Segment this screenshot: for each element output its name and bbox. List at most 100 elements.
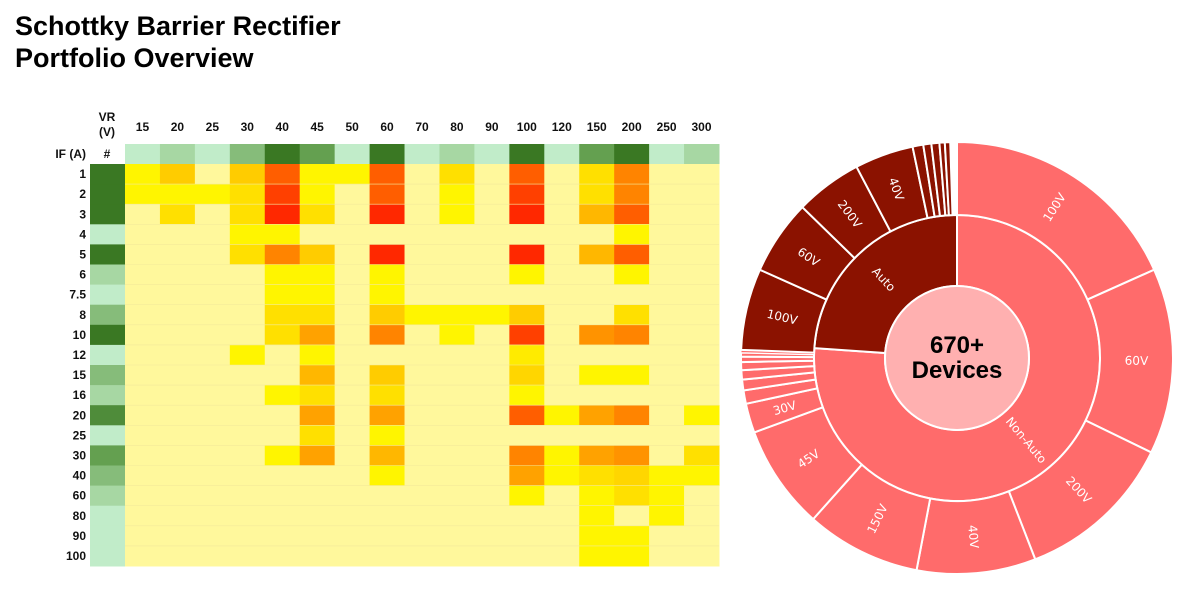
heatmap-cell (229, 264, 266, 286)
heatmap-cell (439, 525, 475, 547)
heatmap-cell (159, 545, 196, 567)
heatmap-cell (159, 244, 196, 265)
heatmap-cell (684, 385, 720, 406)
heatmap-cell (614, 405, 650, 426)
heatmap-cell (159, 365, 196, 386)
heatmap-cell (229, 405, 266, 426)
heatmap-cell (194, 264, 231, 286)
heatmap-cell (439, 425, 475, 446)
heatmap-cell (614, 465, 650, 487)
heatmap-cell (369, 525, 406, 547)
heatmap-cell (264, 284, 301, 306)
heatmap-cell (509, 344, 545, 366)
heatmap-cell (509, 465, 545, 487)
heatmap-cell (229, 425, 266, 446)
heatmap-cell (474, 505, 510, 527)
heatmap-cell (439, 505, 475, 527)
heatmap-cell (404, 465, 440, 487)
heatmap-cell (579, 284, 615, 306)
vr-label-line1: VR (99, 110, 116, 124)
heatmap-cell (404, 545, 440, 567)
heatmap-cell (159, 445, 196, 466)
heatmap-cell (649, 385, 685, 406)
row-label: 12 (73, 348, 87, 362)
row-label: 40 (73, 469, 87, 483)
heatmap-cell (544, 164, 580, 185)
heatmap-cell (439, 164, 475, 185)
heatmap-cell (579, 184, 615, 205)
column-label: 300 (692, 120, 712, 134)
heatmap-cell (229, 385, 266, 406)
row-label: 30 (73, 448, 87, 462)
heatmap-cell (334, 244, 371, 265)
heatmap-cell (439, 224, 475, 245)
heatmap-cell (194, 365, 231, 386)
heatmap-cell (474, 445, 510, 466)
heatmap-cell (614, 264, 650, 286)
heatmap-cell (579, 204, 615, 225)
heatmap-cell (579, 405, 615, 426)
heatmap-cell (334, 284, 371, 306)
heatmap-cell (579, 545, 615, 567)
heatmap-cell (264, 445, 301, 466)
heatmap-cell (544, 284, 580, 306)
heatmap-cell (299, 365, 336, 386)
heatmap-cell (614, 244, 650, 265)
heatmap-cell (649, 224, 685, 245)
heatmap-cell (684, 445, 720, 466)
heatmap-cell (614, 365, 650, 386)
heatmap-cell (334, 184, 371, 205)
heatmap-cell (229, 344, 266, 366)
heatmap-cell (264, 204, 301, 225)
heatmap-cell (125, 525, 161, 547)
heatmap-cell (159, 284, 196, 306)
heatmap-cell (509, 505, 545, 527)
heatmap-cell (509, 284, 545, 306)
heatmap-cell (509, 405, 545, 426)
heatmap-cell (614, 224, 650, 245)
heatmap-cell (334, 324, 371, 346)
column-label: 20 (171, 120, 185, 134)
heatmap-cell (579, 164, 615, 185)
heatmap-cell (264, 244, 301, 265)
heatmap-cell (194, 465, 231, 487)
heatmap-cell (299, 184, 336, 205)
heatmap-cell (125, 545, 161, 567)
heatmap-cell (159, 264, 196, 286)
column-label: 80 (450, 120, 464, 134)
segment-label: 40V (965, 524, 981, 549)
heatmap-cell (474, 244, 510, 265)
heatmap-cell (474, 184, 510, 205)
heatmap-cell (404, 244, 440, 265)
column-count-cell (474, 144, 510, 165)
column-label: 30 (241, 120, 255, 134)
heatmap-cell (194, 344, 231, 366)
column-count-cell (264, 144, 301, 165)
heatmap-cell (649, 505, 685, 527)
row-label: 8 (79, 308, 86, 322)
row-count-cell (90, 164, 125, 185)
column-count-cell (544, 144, 580, 165)
row-count-cell (90, 485, 125, 507)
row-label: 5 (79, 247, 86, 261)
heatmap-cell (544, 405, 580, 426)
row-count-cell (90, 525, 125, 547)
heatmap-cell (474, 204, 510, 225)
column-label: 150 (587, 120, 607, 134)
outer-segment[interactable] (943, 141, 954, 217)
heatmap-cell (474, 324, 510, 346)
heatmap-cell (299, 324, 336, 346)
heatmap-cell (579, 485, 615, 507)
heatmap-cell (159, 204, 196, 225)
heatmap-cell (544, 365, 580, 386)
heatmap-cell (369, 164, 406, 185)
heatmap-cell (404, 365, 440, 386)
heatmap-cell (369, 365, 406, 386)
heatmap-cell (579, 304, 615, 326)
column-count-cell (509, 144, 545, 165)
heatmap-cell (474, 304, 510, 326)
heatmap-cell (509, 545, 545, 567)
row-count-cell (90, 284, 125, 306)
heatmap-cell (439, 244, 475, 265)
heatmap-cell (684, 264, 720, 286)
